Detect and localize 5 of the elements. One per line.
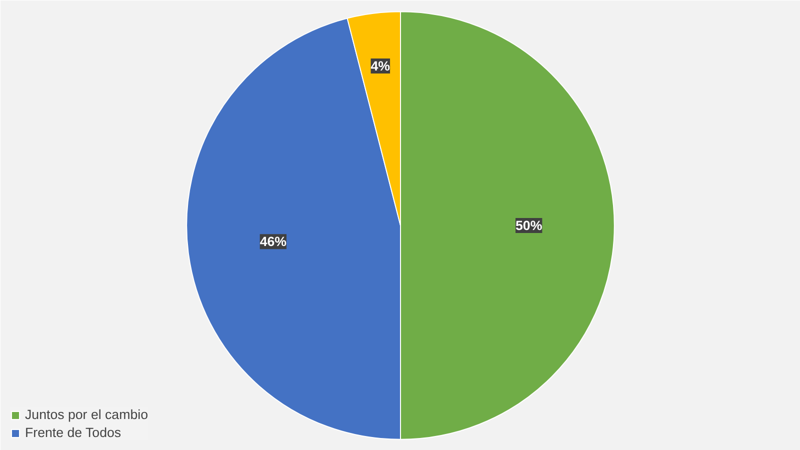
data-label: 4% [370, 58, 390, 74]
legend-label: Juntos por el cambio [25, 407, 148, 422]
data-label: 50% [516, 218, 542, 233]
legend-label: Frente de Todos [25, 425, 122, 440]
data-label: 46% [260, 234, 287, 250]
